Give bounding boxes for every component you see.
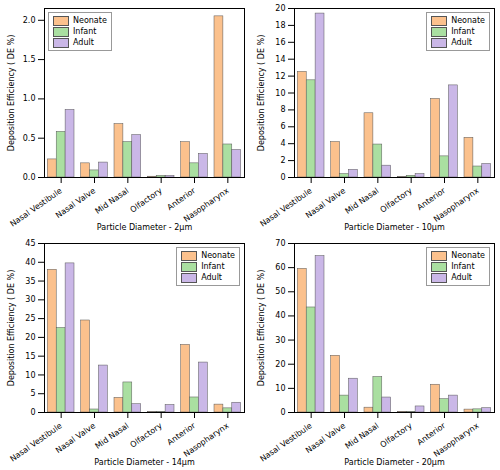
html-text:Adult: Adult <box>73 38 94 47</box>
svg-text:Anterior: Anterior <box>165 421 198 447</box>
svg-text:20: 20 <box>25 333 35 342</box>
svg-text:Nasopharynx: Nasopharynx <box>182 186 231 224</box>
svg-text:Olfactory: Olfactory <box>129 186 164 215</box>
svg-text:14: 14 <box>275 55 285 64</box>
svg-text:Particle Diameter - 10μm: Particle Diameter - 10μm <box>344 223 445 232</box>
svg-text:Nasopharynx: Nasopharynx <box>432 421 481 459</box>
svg-text:Mid Nasal: Mid Nasal <box>343 421 380 451</box>
svg-text:0: 0 <box>280 408 285 417</box>
svg-text:70: 70 <box>275 239 285 248</box>
html-text:Infant: Infant <box>201 262 225 271</box>
svg-text:20: 20 <box>275 360 285 369</box>
html-text:Neonate: Neonate <box>73 16 107 25</box>
html-text:Neonate: Neonate <box>201 251 235 260</box>
svg-text:15: 15 <box>25 352 35 361</box>
svg-text:30: 30 <box>275 336 285 345</box>
html-text:Adult: Adult <box>451 38 472 47</box>
svg-text:Nasal Vestibule: Nasal Vestibule <box>258 421 313 464</box>
svg-text:10: 10 <box>275 384 285 393</box>
svg-text:16: 16 <box>275 38 285 47</box>
svg-text:2.0: 2.0 <box>23 16 36 25</box>
svg-text:0: 0 <box>30 408 35 417</box>
svg-text:12: 12 <box>275 72 285 81</box>
svg-text:20: 20 <box>275 4 285 13</box>
svg-text:18: 18 <box>275 21 285 30</box>
html-text:Adult: Adult <box>451 273 472 282</box>
svg-text:50: 50 <box>275 287 285 296</box>
svg-text:30: 30 <box>25 295 35 304</box>
svg-text:40: 40 <box>275 311 285 320</box>
svg-text:Nasal Vestibule: Nasal Vestibule <box>258 186 313 229</box>
svg-text:Nasal Valve: Nasal Valve <box>54 186 97 220</box>
svg-text:Deposition Efficiency ( DE %): Deposition Efficiency ( DE %) <box>257 35 266 152</box>
svg-text:Deposition Efficiency ( DE %): Deposition Efficiency ( DE %) <box>257 270 266 387</box>
svg-text:Nasal Vestibule: Nasal Vestibule <box>8 421 63 464</box>
svg-text:35: 35 <box>25 277 35 286</box>
svg-text:Olfactory: Olfactory <box>129 421 164 450</box>
svg-text:Nasal Valve: Nasal Valve <box>304 186 347 220</box>
svg-text:Olfactory: Olfactory <box>379 186 414 215</box>
svg-text:Particle Diameter - 14μm: Particle Diameter - 14μm <box>94 458 195 467</box>
svg-text:Particle Diameter - 20μm: Particle Diameter - 20μm <box>344 458 445 467</box>
svg-text:6: 6 <box>280 122 285 131</box>
svg-text:40: 40 <box>25 258 35 267</box>
html-text:Neonate: Neonate <box>451 251 485 260</box>
svg-text:Nasal Valve: Nasal Valve <box>304 421 347 455</box>
svg-text:Deposition Efficiency ( DE %): Deposition Efficiency ( DE %) <box>7 35 16 152</box>
svg-text:Anterior: Anterior <box>415 186 448 212</box>
svg-text:Particle Diameter - 2μm: Particle Diameter - 2μm <box>97 223 193 232</box>
svg-text:Mid Nasal: Mid Nasal <box>343 186 380 216</box>
svg-text:60: 60 <box>275 263 285 272</box>
svg-text:0.5: 0.5 <box>23 134 36 143</box>
html-text:Infant: Infant <box>451 262 475 271</box>
svg-text:4: 4 <box>280 139 285 148</box>
svg-text:Deposition Efficiency ( DE %): Deposition Efficiency ( DE %) <box>7 270 16 387</box>
svg-text:0: 0 <box>280 173 285 182</box>
svg-text:Mid Nasal: Mid Nasal <box>93 421 130 451</box>
svg-text:25: 25 <box>25 314 35 323</box>
svg-text:Nasopharynx: Nasopharynx <box>182 421 231 459</box>
svg-text:10: 10 <box>275 89 285 98</box>
svg-text:1.5: 1.5 <box>23 55 36 64</box>
svg-text:1.0: 1.0 <box>23 94 36 103</box>
svg-text:Nasal Vestibule: Nasal Vestibule <box>8 186 63 229</box>
html-text:Infant: Infant <box>451 27 475 36</box>
svg-text:5: 5 <box>30 389 35 398</box>
svg-text:Olfactory: Olfactory <box>379 421 414 450</box>
svg-text:2: 2 <box>280 156 285 165</box>
svg-text:Anterior: Anterior <box>415 421 448 447</box>
html-text:Adult: Adult <box>201 273 222 282</box>
svg-text:10: 10 <box>25 371 35 380</box>
svg-text:Nasopharynx: Nasopharynx <box>432 186 481 224</box>
html-text:Neonate: Neonate <box>451 16 485 25</box>
svg-text:Mid Nasal: Mid Nasal <box>93 186 130 216</box>
svg-text:Anterior: Anterior <box>165 186 198 212</box>
html-text:Infant: Infant <box>73 27 97 36</box>
svg-text:Nasal Valve: Nasal Valve <box>54 421 97 455</box>
svg-text:45: 45 <box>25 239 35 248</box>
svg-text:0.0: 0.0 <box>23 173 36 182</box>
svg-text:8: 8 <box>280 105 285 114</box>
